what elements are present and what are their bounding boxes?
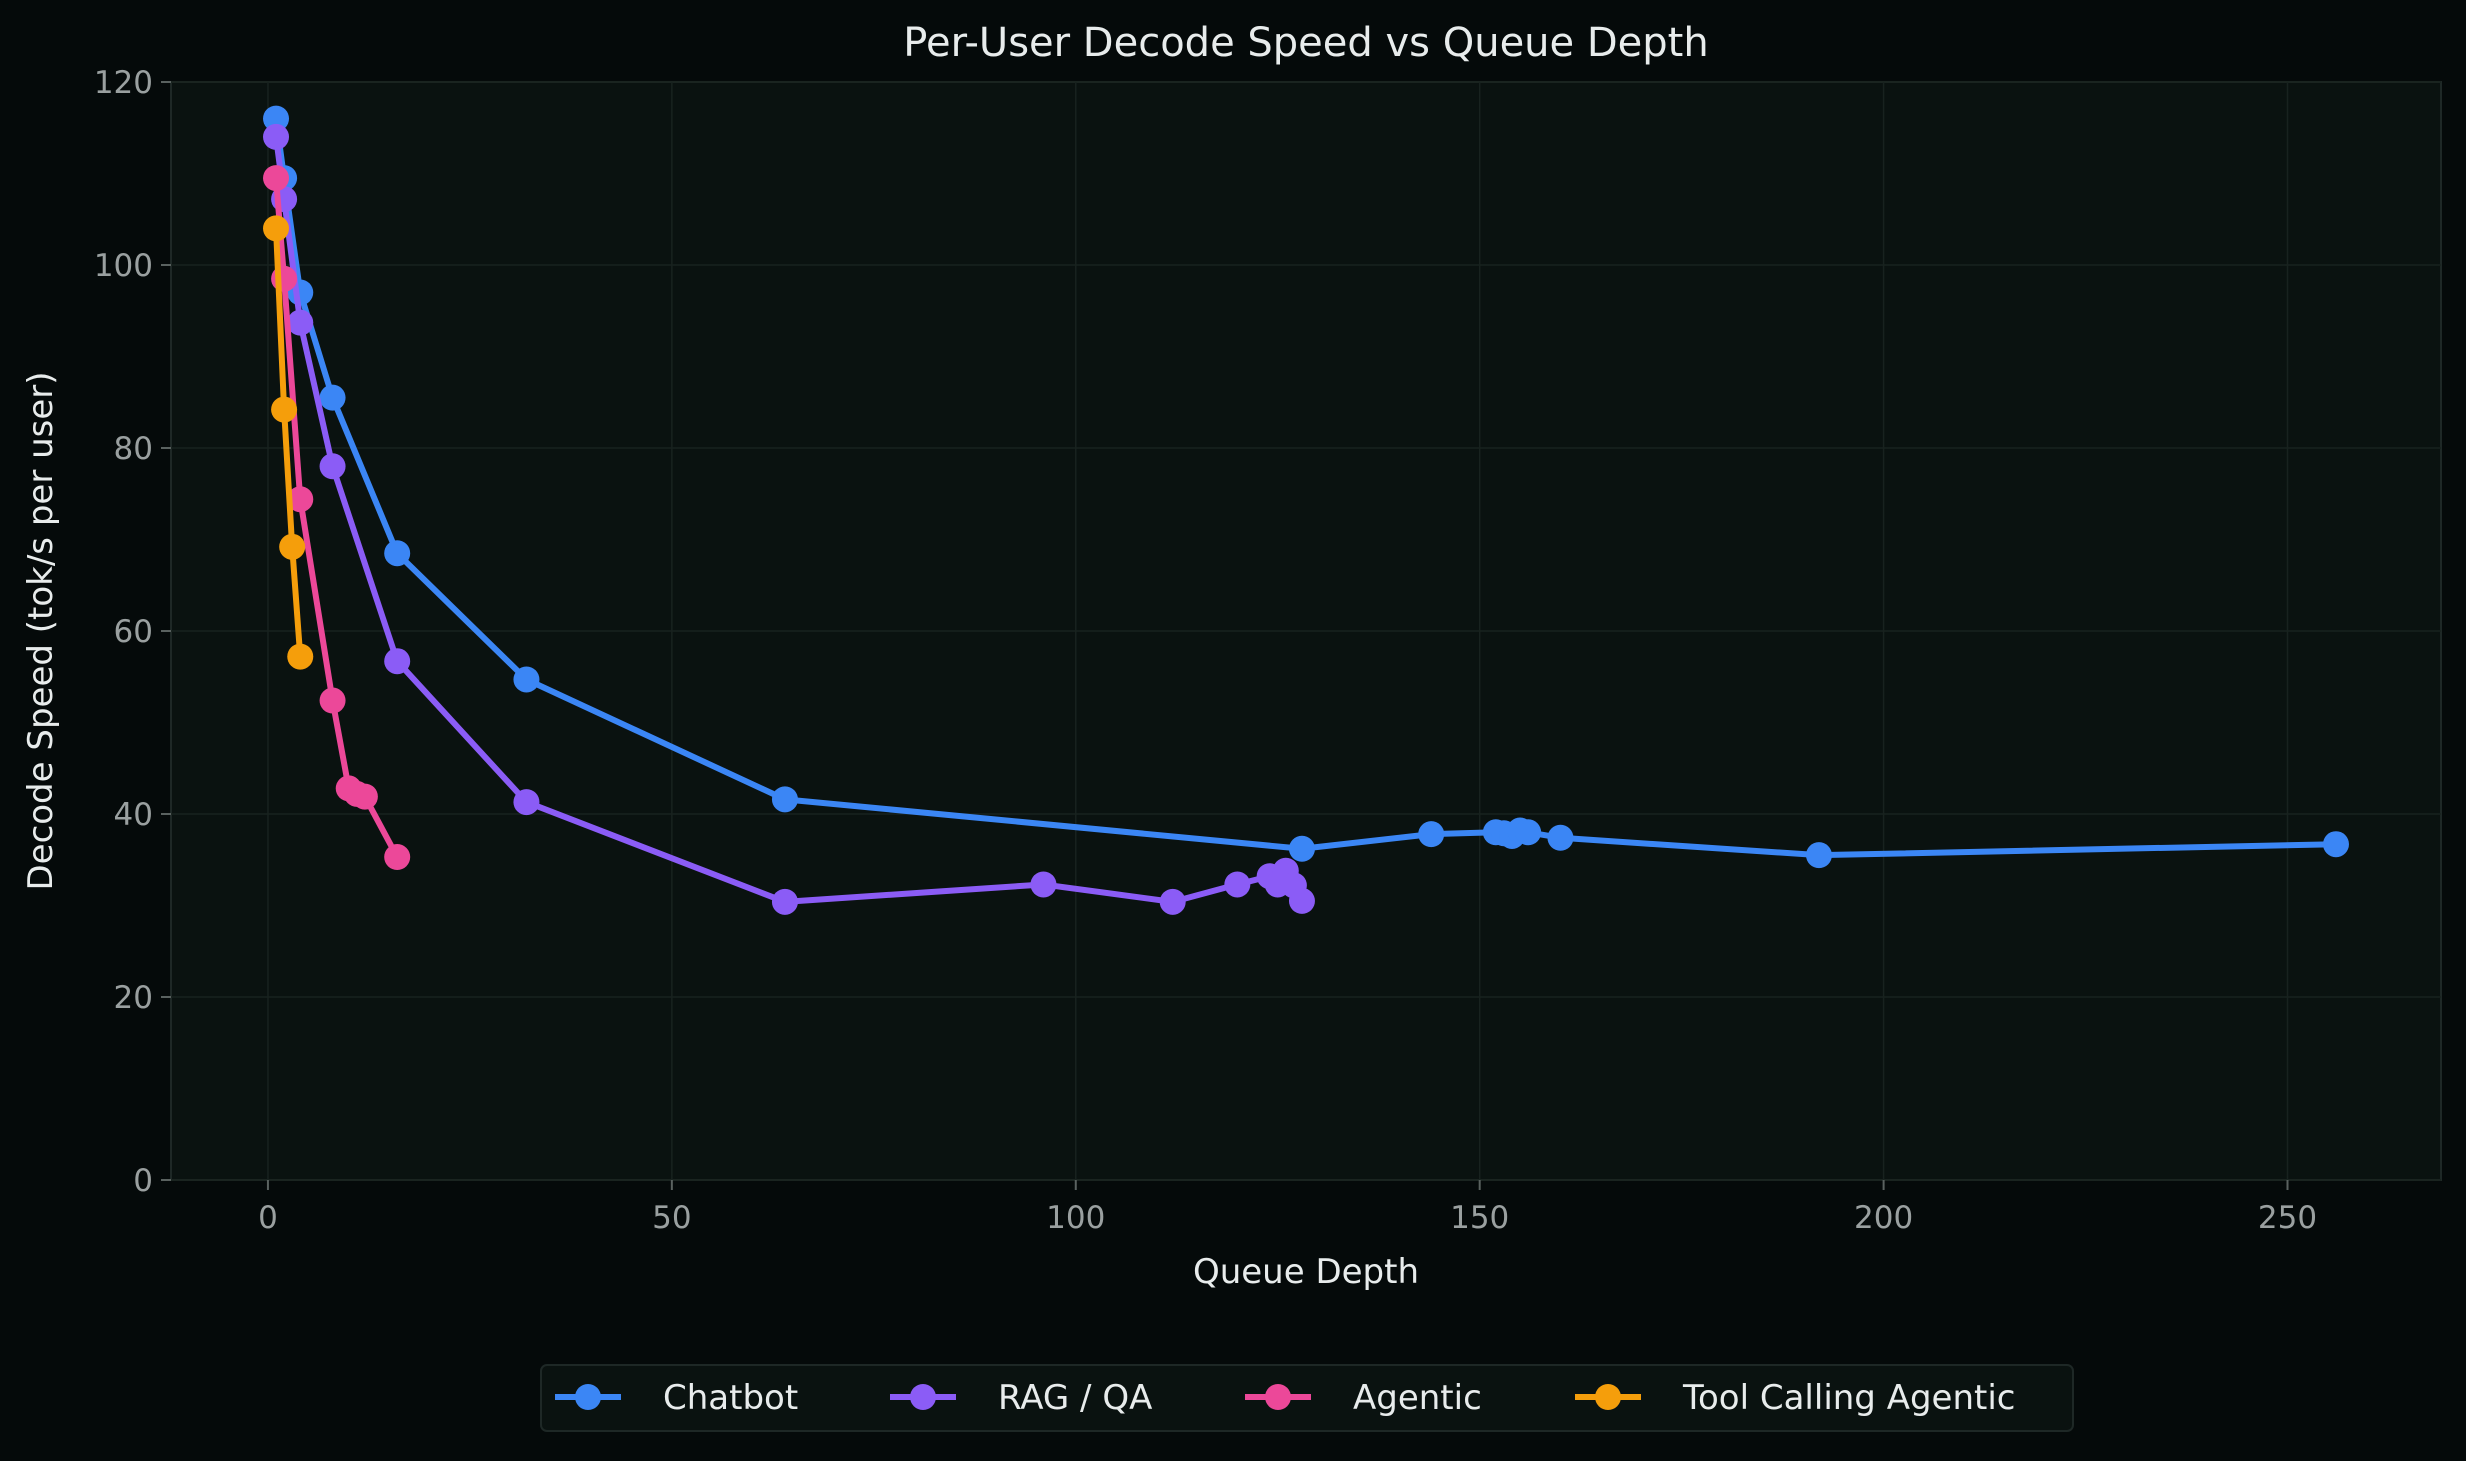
y-tick-label: 40 [114, 797, 153, 833]
legend-marker [910, 1384, 936, 1410]
data-point-chatbot [319, 384, 346, 411]
series-chatbot [263, 105, 2349, 869]
y-tick-label: 20 [114, 980, 153, 1016]
x-tick-label: 200 [1854, 1200, 1913, 1236]
legend-marker [575, 1384, 601, 1410]
legend: Chatbot RAG / QA Agentic Tool Calling Agent… [540, 1364, 2074, 1432]
y-tick-label: 0 [133, 1163, 153, 1199]
data-point-agentic [287, 486, 314, 513]
data-point-rag-qa [1224, 871, 1251, 898]
y-tick-label: 120 [94, 65, 153, 101]
y-axis-label: Decode Speed (tok/s per user) [21, 371, 61, 890]
series-tool-calling-agentic [263, 215, 314, 670]
x-tick-label: 100 [1046, 1200, 1105, 1236]
data-point-rag-qa [1288, 887, 1315, 914]
x-tick-label: 50 [652, 1200, 691, 1236]
legend-item-agentic: Agentic [1245, 1378, 1482, 1418]
data-point-chatbot [1418, 821, 1445, 848]
legend-item-chatbot: Chatbot [555, 1378, 798, 1418]
data-point-tool-calling-agentic [271, 396, 298, 423]
data-point-agentic [384, 844, 411, 871]
y-tick-label: 80 [114, 431, 153, 467]
data-point-rag-qa [263, 123, 290, 150]
x-axis-label: Queue Depth [1193, 1252, 1419, 1292]
x-tick-label: 150 [1450, 1200, 1509, 1236]
x-tick-label: 250 [2258, 1200, 2317, 1236]
data-point-chatbot [513, 666, 540, 693]
data-point-rag-qa [513, 789, 540, 816]
data-point-agentic [351, 783, 378, 810]
data-point-tool-calling-agentic [263, 215, 290, 242]
y-tick-label: 100 [94, 248, 153, 284]
series-line-tool-calling-agentic [273, 228, 304, 657]
series-rag-qa [263, 123, 1315, 915]
data-point-chatbot [1288, 835, 1315, 862]
legend-marker [1265, 1384, 1291, 1410]
data-point-chatbot [1547, 824, 1574, 851]
data-point-agentic [263, 165, 290, 192]
data-point-rag-qa [1159, 888, 1186, 915]
data-point-chatbot [1805, 842, 1832, 869]
data-point-agentic [319, 687, 346, 714]
data-point-tool-calling-agentic [279, 533, 306, 560]
data-point-rag-qa [771, 888, 798, 915]
data-point-rag-qa [287, 309, 314, 336]
data-point-chatbot [2322, 831, 2349, 858]
data-point-chatbot [263, 105, 290, 132]
x-tick-label: 0 [258, 1200, 278, 1236]
legend-label: Agentic [1353, 1378, 1482, 1418]
legend-label: Tool Calling Agentic [1682, 1378, 2015, 1418]
data-point-chatbot [771, 786, 798, 813]
data-point-tool-calling-agentic [287, 643, 314, 670]
data-point-rag-qa [384, 648, 411, 675]
y-tick-label: 60 [114, 614, 153, 650]
legend-item-tool-calling-agentic: Tool Calling Agentic [1575, 1378, 2015, 1418]
data-point-rag-qa [1030, 871, 1057, 898]
legend-label: Chatbot [663, 1378, 798, 1418]
chart-title: Per-User Decode Speed vs Queue Depth [903, 20, 1708, 66]
data-point-chatbot [1515, 819, 1542, 846]
legend-marker [1595, 1384, 1621, 1410]
data-point-rag-qa [319, 453, 346, 480]
data-point-chatbot [384, 540, 411, 567]
legend-item-rag-qa: RAG / QA [890, 1378, 1152, 1418]
legend-label: RAG / QA [998, 1378, 1152, 1418]
